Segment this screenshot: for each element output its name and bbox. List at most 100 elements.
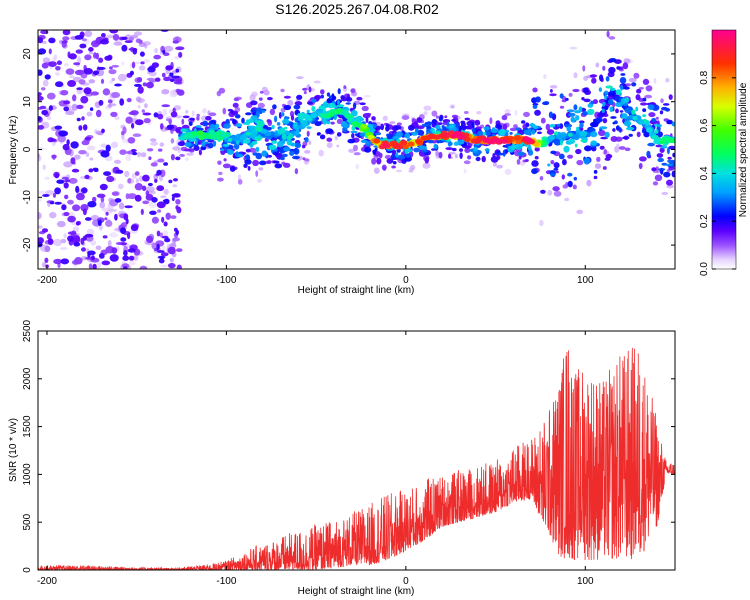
spectrogram-cell [147, 182, 153, 187]
spectrogram-cell [159, 142, 165, 147]
spectrogram-cell [283, 162, 291, 168]
spectrogram-cell [92, 196, 97, 203]
spectrogram-cell [167, 262, 176, 269]
spectrogram-cell [320, 89, 325, 95]
spectrogram-cell [40, 87, 46, 91]
spectrogram-cell [258, 167, 264, 171]
spectrogram-cell [252, 152, 259, 156]
spectrogram-cell [42, 194, 50, 197]
spectrogram-cell [140, 152, 147, 158]
spectrogram-cell [161, 104, 171, 108]
spectrogram-cell [541, 136, 548, 141]
spectrogram-cell [54, 201, 62, 205]
spectrogram-cell [294, 142, 302, 149]
spectrogram-cell [644, 94, 653, 99]
spectrogram-cell [666, 119, 673, 125]
spectrogram-cell [619, 110, 624, 113]
spectrogram-cell [268, 144, 277, 150]
spectrogram-cell [306, 130, 310, 137]
spectrogram-cell [48, 105, 54, 111]
spectrogram-cell [404, 156, 412, 162]
spectrogram-cell [396, 122, 402, 126]
spectrogram-cell [256, 137, 262, 141]
spectrogram-cell [392, 161, 397, 165]
spectrogram-cell [196, 130, 204, 136]
spectrogram-cell [482, 131, 486, 136]
spectrogram-cell [396, 144, 404, 150]
spectrogram-cell [44, 74, 51, 80]
spectrogram-cell [401, 115, 410, 120]
spectrogram-cell [271, 140, 278, 144]
spectrogram-cell [79, 43, 87, 49]
spectrogram-cell [161, 235, 169, 239]
spectrogram-cell [620, 84, 624, 91]
spectrogram-cell [659, 110, 664, 115]
spectrogram-cell [559, 139, 563, 146]
spectrogram-cell [84, 233, 94, 238]
spectrogram-cell [658, 138, 666, 145]
spectrogram-cell [280, 156, 285, 161]
spectrogram-cell [77, 56, 82, 64]
spectrogram-cell [40, 30, 49, 35]
spectrogram-cell [107, 240, 112, 248]
spectrogram-cell [104, 217, 108, 221]
spectrogram-cell [473, 146, 478, 152]
spectrogram-cell [135, 178, 139, 184]
spectrogram-cell [427, 133, 435, 139]
spectrogram-cell [546, 129, 555, 135]
y-tick-label: 0 [22, 567, 33, 573]
spectrogram-cell [174, 56, 180, 60]
spectrogram-cell [73, 154, 81, 160]
spectrogram-cell [84, 54, 92, 61]
spectrogram-cell [384, 154, 392, 160]
x-tick-label: 0 [403, 576, 409, 587]
spectrogram-cell [157, 113, 164, 120]
spectrogram-cell [665, 77, 670, 83]
spectrogram-cell [605, 76, 610, 82]
spectrogram-cell [237, 153, 243, 158]
spectrogram-cell [531, 129, 536, 135]
spectrogram-cell [163, 162, 169, 166]
spectrogram-cell [96, 261, 102, 269]
spectrogram-cell [583, 157, 591, 165]
spectrogram-cell [220, 148, 225, 152]
spectrogram-cell [615, 89, 622, 95]
spectrogram-cell [670, 138, 675, 144]
spectrogram-cell [347, 138, 356, 144]
spectrogram-cell [532, 87, 538, 93]
spectrogram-cell [80, 204, 89, 212]
spectrogram-cell [464, 147, 471, 153]
x-tick-label: -100 [216, 576, 236, 587]
spectrogram-cell [604, 94, 608, 101]
spectrogram-cell [172, 146, 181, 151]
spectrogram-cell [63, 182, 69, 189]
spectrogram-cell [514, 135, 521, 141]
spectrogram-cell [48, 61, 57, 67]
spectrogram-cell [621, 113, 628, 120]
spectrogram-cell [326, 142, 333, 149]
spectrogram-cell [266, 119, 272, 123]
spectrogram-cell [645, 85, 653, 92]
spectrogram-cell [467, 155, 472, 160]
colorbar-ticks: 0.0 0.2 0.4 0.6 0.8 [699, 70, 736, 276]
spectrogram-cell [476, 110, 482, 115]
spectrogram-cell [113, 159, 122, 164]
spectrogram-cell [451, 105, 454, 109]
spectrogram-cell [64, 63, 69, 67]
spectrogram-cell [102, 88, 111, 96]
spectrogram-cell [319, 134, 326, 140]
spectrogram-cell [336, 132, 342, 137]
spectrogram-cell [274, 115, 278, 123]
spectrogram-cell [350, 110, 358, 117]
spectrogram-cell [558, 153, 565, 160]
spectrogram-cell [267, 97, 273, 101]
spectrogram-cell [283, 146, 291, 152]
spectrogram-cell [351, 125, 356, 131]
spectrogram-cell [183, 134, 187, 139]
spectrogram-cell [142, 112, 152, 116]
spectrogram-cell [108, 208, 118, 212]
spectrogram-cell [146, 81, 154, 89]
spectrogram-cell [88, 47, 94, 52]
spectrogram-cell [92, 263, 97, 269]
spectrogram-cell [161, 72, 166, 78]
